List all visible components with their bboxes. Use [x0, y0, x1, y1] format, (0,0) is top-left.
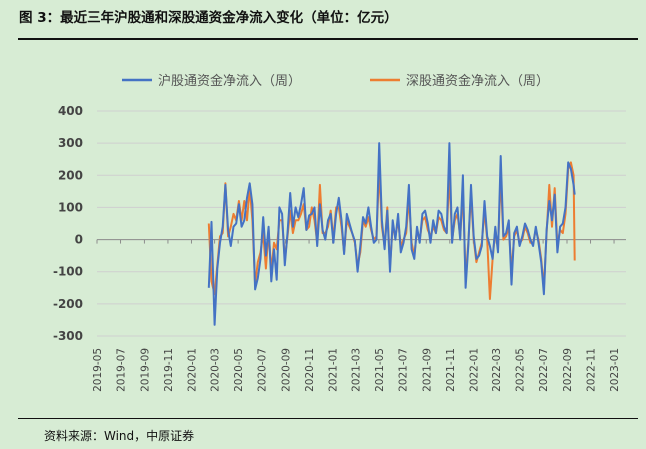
x-tick-label: 2021-01	[328, 348, 340, 392]
x-tick-label: 2020-03	[210, 348, 222, 392]
line-chart: -300 -200 -100 0 100 200 300 400 2019-05 2019-07…	[53, 73, 626, 392]
bottom-rule	[18, 418, 638, 419]
x-tick-label: 2022-07	[538, 348, 550, 392]
x-tick-label: 2020-01	[186, 348, 198, 392]
x-tick-label: 2019-11	[163, 348, 175, 392]
x-tick-label: 2021-05	[374, 348, 386, 392]
legend-label-1: 深股通资金净流入（周）	[406, 73, 549, 89]
x-tick-label: 2021-03	[350, 348, 362, 392]
legend: 沪股通资金净流入（周） 深股通资金净流入（周）	[122, 73, 549, 89]
y-tick-label: -200	[53, 297, 83, 311]
y-axis-ticks: -300 -200 -100 0 100 200 300 400	[53, 104, 83, 343]
x-tick-label: 2022-01	[468, 348, 480, 392]
series-lines	[207, 142, 576, 326]
y-tick-label: -300	[53, 329, 83, 343]
top-rule	[18, 38, 638, 40]
y-tick-label: -100	[53, 265, 83, 279]
y-tick-label: 100	[58, 200, 83, 214]
figure-title: 图 3：最近三年沪股通和深股通资金净流入变化（单位：亿元）	[19, 10, 398, 26]
y-tick-label: 200	[58, 168, 83, 182]
x-tick-label: 2020-09	[281, 348, 293, 392]
x-tick-label: 2022-09	[562, 348, 574, 392]
y-tick-label: 300	[58, 136, 83, 150]
y-tick-label: 400	[58, 104, 83, 118]
x-tick-label: 2019-05	[92, 348, 104, 392]
x-tick-label: 2022-11	[586, 348, 598, 392]
x-tick-label: 2020-11	[304, 348, 316, 392]
x-axis-ticks: 2019-05 2019-07 2019-09 2019-11 2020-01 2020-…	[92, 239, 621, 392]
x-tick-label: 2021-09	[421, 348, 433, 392]
x-tick-label: 2022-05	[515, 348, 527, 392]
x-tick-label: 2019-07	[116, 348, 128, 392]
y-tick-label: 0	[75, 233, 83, 247]
series-line-0	[207, 142, 576, 326]
x-tick-label: 2023-01	[609, 348, 621, 392]
x-tick-label: 2020-07	[257, 348, 269, 392]
x-tick-label: 2020-05	[233, 348, 245, 392]
legend-label-0: 沪股通资金净流入（周）	[158, 73, 301, 89]
source-note: 资料来源：Wind，中原证券	[44, 429, 195, 443]
x-tick-label: 2021-11	[445, 348, 457, 392]
x-tick-label: 2019-09	[139, 348, 151, 392]
x-tick-label: 2021-07	[397, 348, 409, 392]
x-tick-label: 2022-03	[491, 348, 503, 392]
